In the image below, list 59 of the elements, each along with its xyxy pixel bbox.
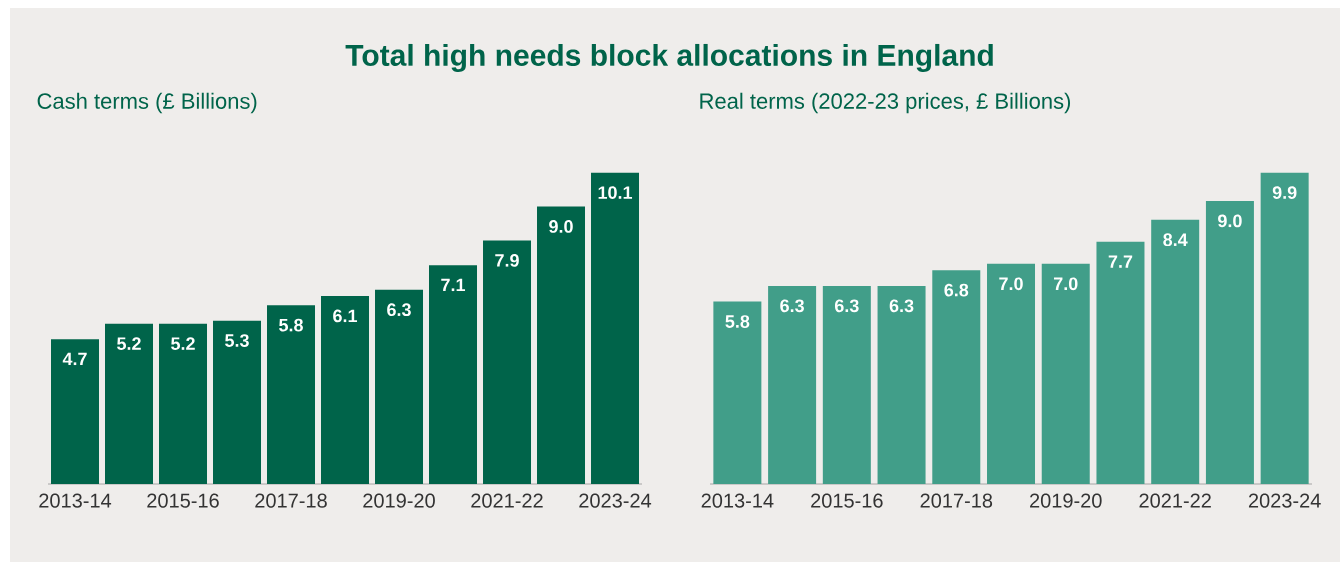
bar [1260,172,1309,484]
x-tick-label: 2023-24 [579,493,652,508]
bar [591,172,640,484]
data-label: 7.1 [441,278,466,292]
data-label: 7.9 [495,254,519,267]
data-label: 7.7 [1108,255,1133,268]
data-label: 10.1 [598,186,633,199]
bar [537,206,586,484]
x-tick-label: 2019-20 [363,493,435,508]
bar [321,295,370,484]
data-label: 5.2 [117,337,141,350]
chart-title: Total high needs block allocations in England [345,43,993,73]
bar [159,323,208,484]
x-tick-label: 2023-24 [1248,493,1321,508]
chart-subtitle: Cash terms (£ Billions) [37,92,257,114]
bar [822,285,871,484]
bar [213,320,261,484]
data-label: 6.3 [780,299,804,313]
bar [987,263,1036,484]
x-tick-label: 2021-22 [1139,493,1211,508]
data-label: 7.0 [999,277,1023,291]
bar [932,270,981,484]
data-label: 6.3 [889,299,914,313]
bar [768,285,817,484]
x-tick-label: 2017-18 [255,493,327,508]
bar [267,305,316,484]
bar [51,339,99,484]
bar [483,240,532,484]
x-tick-label: 2015-16 [811,493,883,508]
data-label: 6.8 [944,283,969,297]
bar [1041,263,1090,484]
data-label: 5.2 [171,337,195,350]
x-tick-label: 2013-14 [39,493,112,508]
data-label: 6.3 [834,299,859,313]
data-label: 9.9 [1272,186,1297,199]
data-label: 5.3 [225,334,249,347]
data-label: 8.4 [1163,233,1188,247]
bar [713,301,762,484]
data-label: 4.7 [62,352,87,366]
data-label: 5.8 [725,315,750,328]
bar [1096,241,1145,484]
data-label: 7.0 [1054,277,1078,291]
chart-subtitle: Real terms (2022-23 prices, £ Billions) [700,92,1071,114]
bar [105,323,153,484]
data-label: 6.3 [387,303,411,317]
x-tick-label: 2019-20 [1030,493,1102,508]
bar [1151,219,1200,484]
data-label: 9.0 [1218,214,1242,228]
x-tick-label: 2013-14 [701,493,774,508]
bar [375,289,424,484]
x-tick-label: 2017-18 [920,493,993,508]
data-label: 9.0 [549,220,573,233]
bar [429,265,478,484]
x-tick-label: 2021-22 [471,493,543,508]
data-label: 5.8 [279,318,303,332]
data-label: 6.1 [333,309,358,323]
x-tick-label: 2015-16 [147,493,219,508]
bar [877,285,926,484]
bar [1205,200,1254,484]
